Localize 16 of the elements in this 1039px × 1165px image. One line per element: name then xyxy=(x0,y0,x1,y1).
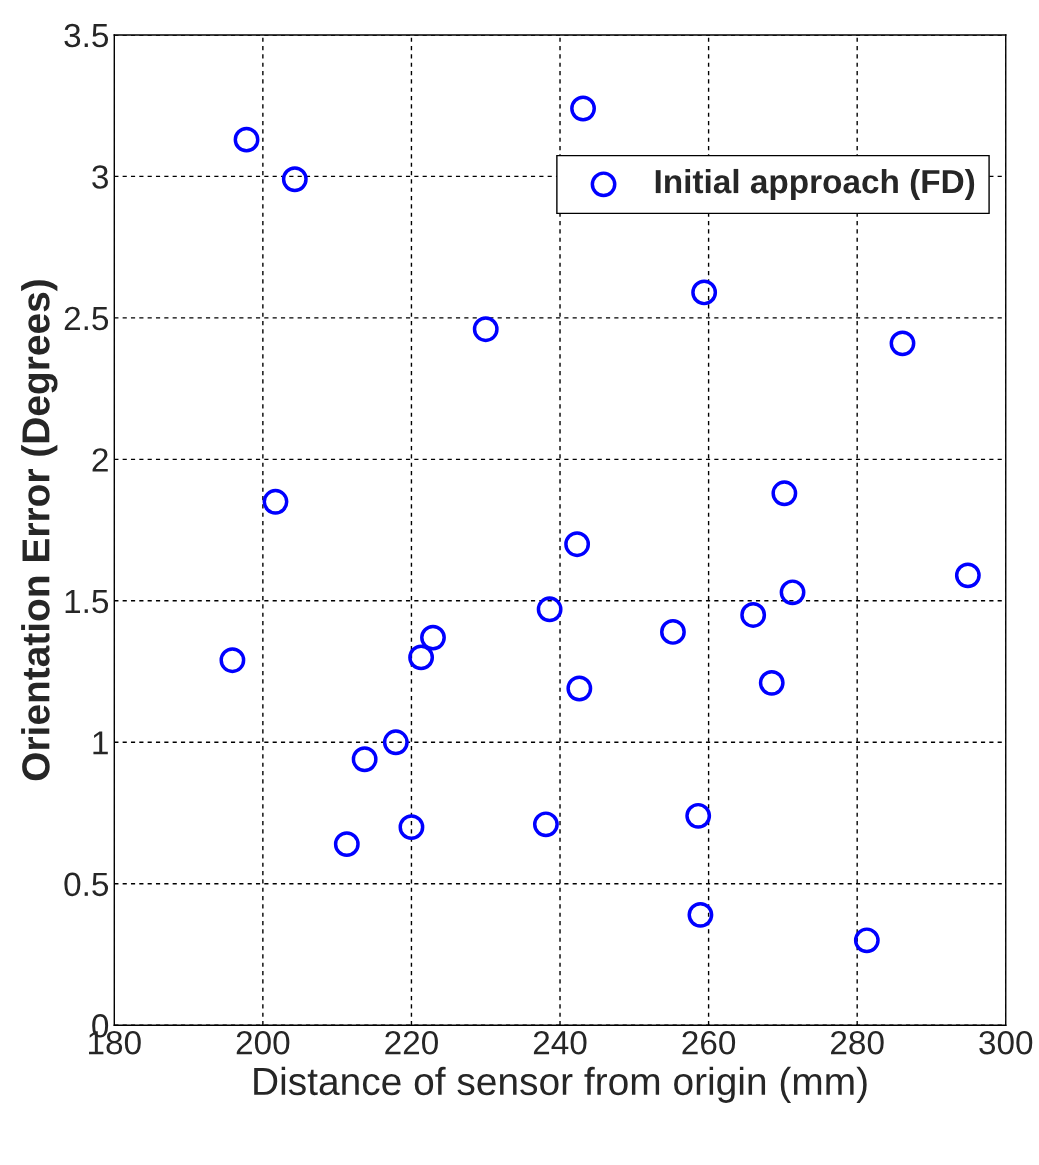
x-tick-label: 280 xyxy=(831,1030,884,1055)
y-tick-label: 2.5 xyxy=(64,306,109,331)
x-axis-title: Distance of sensor from origin (mm) xyxy=(254,1066,867,1103)
y-tick-label: 0.5 xyxy=(64,872,109,897)
x-tick-label: 260 xyxy=(682,1030,736,1055)
y-tick-label: 1 xyxy=(93,731,108,755)
y-axis-title: Orientation Error (Degrees) xyxy=(21,280,58,781)
x-tick-label: 220 xyxy=(385,1030,438,1055)
y-tick-label: 3.5 xyxy=(64,23,109,48)
x-tick-label: 300 xyxy=(979,1030,1033,1055)
y-tick-label: 1.5 xyxy=(65,589,109,614)
x-tick-label: 200 xyxy=(236,1030,290,1055)
y-tick-label: 2 xyxy=(92,448,108,472)
x-tick-label: 240 xyxy=(533,1030,587,1055)
y-tick-label: 3 xyxy=(92,165,108,189)
legend-label: Initial approach (FD) xyxy=(655,168,975,200)
